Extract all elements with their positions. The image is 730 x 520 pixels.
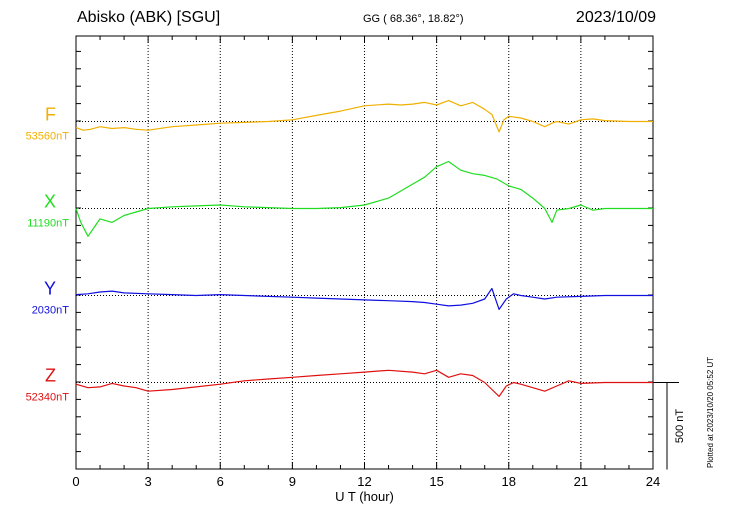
series-baseline-x: 11190nT xyxy=(27,218,69,230)
station-title: Abisko (ABK) [SGU] xyxy=(77,9,221,26)
x-tick-label: 0 xyxy=(72,474,79,489)
x-tick-label: 21 xyxy=(574,474,588,489)
x-tick-label: 3 xyxy=(145,474,152,489)
series-line-x xyxy=(75,160,653,237)
series-baseline-y: 2030nT xyxy=(32,305,70,317)
x-tick-label: 18 xyxy=(502,474,516,489)
series-name-z: Z xyxy=(45,366,56,386)
x-tick-label: 12 xyxy=(357,474,371,489)
x-tick-label: 24 xyxy=(646,474,660,489)
series-line-y xyxy=(75,287,653,310)
series-line-f xyxy=(75,99,653,133)
plotted-timestamp: Plotted at 2023/10/20 05:52 UT xyxy=(706,356,715,468)
x-tick-label: 9 xyxy=(289,474,296,489)
series-baseline-f: 53560nT xyxy=(26,131,70,143)
station-coordinates: GG ( 68.36°, 18.82°) xyxy=(363,13,464,25)
series-name-y: Y xyxy=(44,279,56,299)
x-tick-label: 6 xyxy=(217,474,224,489)
x-tick-label: 15 xyxy=(429,474,443,489)
series-baseline-z: 52340nT xyxy=(26,392,70,404)
chart-date: 2023/10/09 xyxy=(575,9,656,26)
x-axis-label: U T (hour) xyxy=(335,489,394,504)
series-name-x: X xyxy=(44,192,56,212)
series-line-z xyxy=(75,369,653,397)
series-name-f: F xyxy=(45,105,56,125)
scale-bar-label: 500 nT xyxy=(674,409,686,444)
